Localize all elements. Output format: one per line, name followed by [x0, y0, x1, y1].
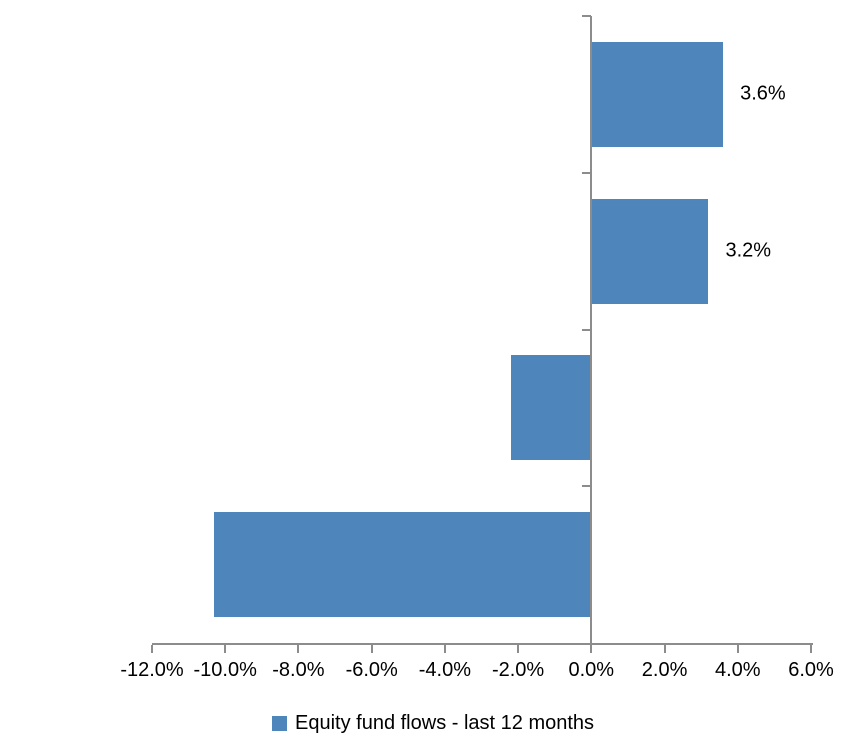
legend-swatch-icon: [272, 716, 287, 731]
x-axis-tick: [663, 645, 666, 653]
x-axis-tick: [443, 645, 446, 653]
x-axis-tick-label: -6.0%: [345, 659, 398, 681]
bar-europe-ex-uk: [510, 355, 592, 461]
y-axis-line: [590, 16, 593, 643]
x-axis-tick: [151, 645, 153, 653]
x-axis-tick-label: -2.0%: [491, 659, 545, 681]
x-axis-tick-label: 4.0%: [715, 659, 761, 681]
legend-label: Equity fund flows - last 12 months: [295, 712, 595, 734]
y-axis-tick: [582, 15, 592, 17]
x-axis-tick-label: -8.0%: [272, 659, 325, 681]
x-axis-tick: [517, 645, 520, 653]
x-axis-tick-label: 2.0%: [641, 659, 688, 681]
x-axis-tick: [810, 645, 812, 653]
bar-us: [591, 198, 709, 304]
legend: Equity fund flows - last 12 months: [272, 712, 594, 735]
x-axis-tick-label: -12.0%: [120, 659, 184, 681]
data-label: 3.6%: [740, 82, 786, 105]
data-label: 3.2%: [725, 239, 772, 262]
x-axis-tick-label: -10.0%: [193, 659, 257, 681]
y-axis-tick: [582, 328, 592, 331]
x-axis-line: [152, 643, 813, 645]
y-axis-tick: [582, 485, 592, 488]
x-axis-tick-label: -4.0%: [418, 659, 472, 681]
x-axis-tick: [370, 645, 373, 653]
bar-uk: [214, 512, 592, 618]
x-axis-tick-label: 6.0%: [788, 659, 834, 681]
y-axis-tick: [582, 171, 592, 174]
bar-japan: [591, 41, 724, 147]
x-axis-tick: [224, 645, 227, 653]
x-axis-tick-label: 0.0%: [568, 659, 615, 681]
x-axis-tick: [736, 645, 739, 653]
x-axis-tick: [297, 645, 300, 653]
x-axis-tick: [590, 645, 593, 653]
